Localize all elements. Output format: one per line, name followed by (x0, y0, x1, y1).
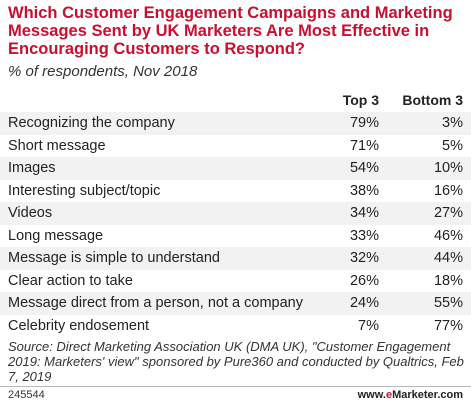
row-value-bottom3: 27% (433, 205, 463, 221)
chart-id: 245544 (8, 389, 45, 401)
footer: 245544 www.eMarketer.com (0, 386, 471, 404)
row-value-top3: 24% (349, 295, 379, 311)
brand-suffix: Marketer.com (392, 389, 463, 401)
row-label: Videos (8, 205, 53, 221)
row-label: Message direct from a person, not a comp… (8, 295, 303, 311)
column-header-bottom3: Bottom 3 (402, 92, 463, 108)
row-value-top3: 32% (349, 250, 379, 266)
table-row: Interesting subject/topic 38% 16% (0, 180, 471, 203)
row-label: Message is simple to understand (8, 250, 220, 266)
row-value-top3: 71% (349, 137, 379, 154)
chart-title: Which Customer Engagement Campaigns and … (8, 4, 453, 58)
row-value-top3: 34% (349, 205, 379, 221)
table-row: Images 54% 10% (0, 157, 471, 180)
row-value-bottom3: 3% (442, 115, 463, 131)
table-row: Long message 33% 46% (0, 225, 471, 248)
chart-subtitle: % of respondents, Nov 2018 (8, 63, 198, 80)
row-value-bottom3: 77% (433, 317, 463, 334)
table-row: Message is simple to understand 32% 44% (0, 247, 471, 270)
row-value-top3: 7% (358, 317, 379, 334)
row-value-bottom3: 44% (433, 250, 463, 266)
row-value-top3: 33% (349, 227, 379, 244)
row-label: Celebrity endosement (8, 317, 150, 334)
row-value-bottom3: 18% (433, 272, 463, 289)
table-row: Videos 34% 27% (0, 202, 471, 225)
row-label: Recognizing the company (8, 115, 175, 131)
row-label: Images (8, 160, 56, 176)
brand-prefix: www. (357, 389, 386, 401)
table-row: Short message 71% 5% (0, 135, 471, 158)
table-body: Recognizing the company 79% 3% Short messag… (0, 112, 471, 337)
row-value-bottom3: 55% (433, 295, 463, 311)
row-value-top3: 26% (349, 272, 379, 289)
table-row: Recognizing the company 79% 3% (0, 112, 471, 135)
row-value-bottom3: 10% (433, 160, 463, 176)
row-value-bottom3: 46% (433, 227, 463, 244)
row-value-bottom3: 5% (442, 137, 463, 154)
row-label: Long message (8, 227, 104, 244)
brand-logo: www.eMarketer.com (358, 389, 463, 401)
row-label: Interesting subject/topic (8, 182, 161, 199)
table-row: Celebrity endosement 7% 77% (0, 315, 471, 338)
source-note: Source: Direct Marketing Association UK … (8, 339, 464, 384)
row-value-top3: 38% (349, 182, 379, 199)
brand-e: e (385, 389, 393, 401)
row-value-top3: 79% (349, 115, 379, 131)
row-value-top3: 54% (349, 160, 379, 176)
row-value-bottom3: 16% (433, 182, 463, 199)
table-row: Clear action to take 26% 18% (0, 270, 471, 293)
table-row: Message direct from a person, not a comp… (0, 292, 471, 315)
row-label: Short message (8, 137, 106, 154)
row-label: Clear action to take (8, 272, 133, 289)
column-header-top3: Top 3 (342, 92, 379, 108)
